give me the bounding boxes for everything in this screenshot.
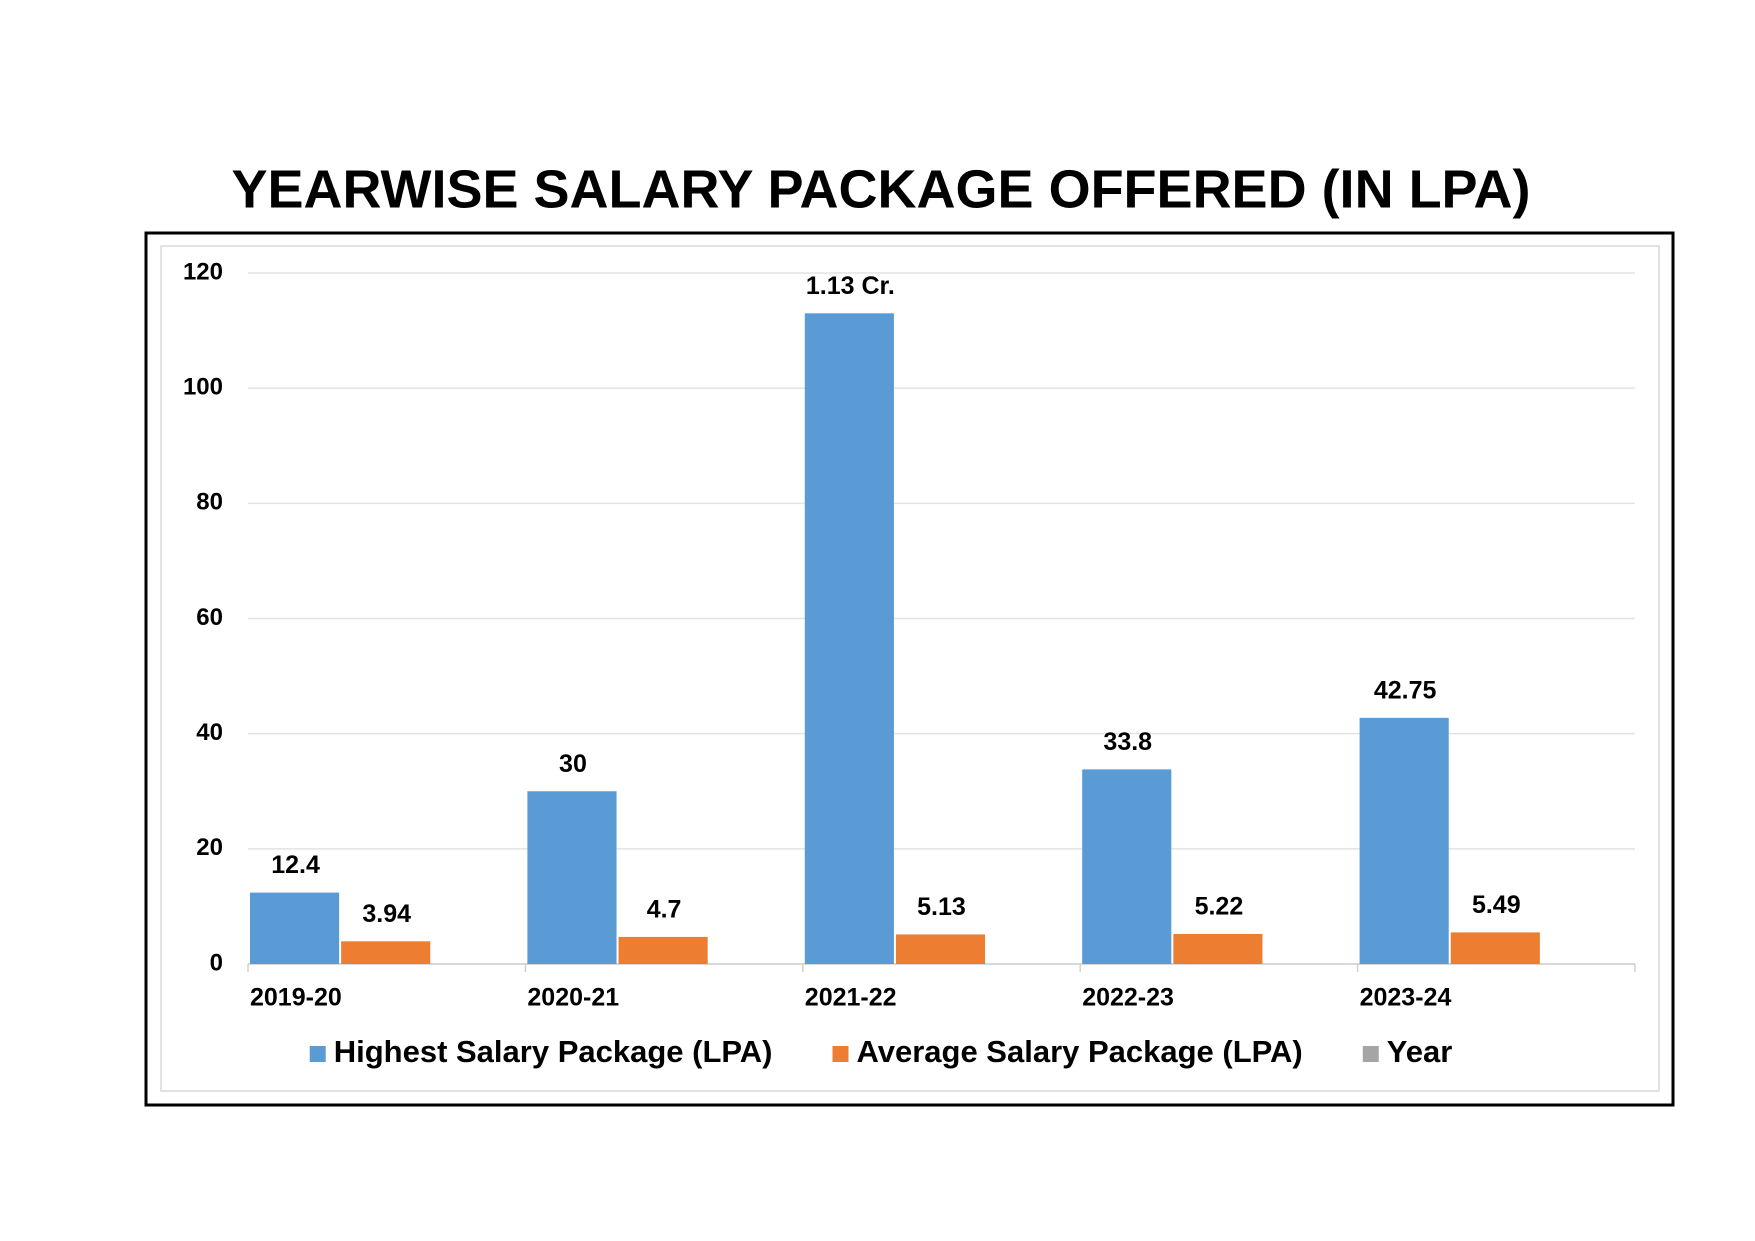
bar [527, 791, 617, 964]
legend-marker [309, 1046, 326, 1062]
bar [1450, 932, 1540, 964]
bar [1359, 717, 1449, 964]
bar [804, 313, 894, 964]
data-label: 5.49 [1472, 891, 1521, 919]
data-label: 30 [559, 750, 587, 778]
x-tick-label: 2023-24 [1360, 984, 1452, 1012]
data-label: 5.13 [917, 893, 966, 921]
y-tick-label: 40 [196, 719, 223, 746]
data-label: 1.13 Cr. [806, 272, 895, 300]
bar [1082, 769, 1172, 964]
x-tick-label: 2021-22 [805, 984, 897, 1012]
data-label: 33.8 [1103, 728, 1152, 756]
legend-marker [832, 1046, 849, 1062]
data-label: 4.7 [647, 896, 682, 924]
bar [1173, 933, 1263, 964]
x-tick-label: 2022-23 [1082, 984, 1174, 1012]
legend-label: Average Salary Package (LPA) [856, 1034, 1302, 1069]
bar [250, 892, 340, 964]
data-label: 3.94 [362, 900, 411, 928]
y-tick-label: 60 [196, 604, 223, 631]
x-tick-label: 2020-21 [527, 984, 619, 1012]
x-tick-label: 2019-20 [250, 984, 342, 1012]
chart-title: YEARWISE SALARY PACKAGE OFFERED (IN LPA) [231, 159, 1530, 219]
chart-area [160, 245, 1660, 1092]
y-tick-label: 20 [196, 834, 223, 861]
data-label: 42.75 [1374, 676, 1437, 704]
y-tick-label: 100 [183, 374, 223, 401]
data-label: 12.4 [271, 851, 320, 879]
bar [618, 936, 708, 964]
y-tick-label: 0 [210, 949, 223, 976]
data-label: 5.22 [1195, 893, 1244, 921]
bar [895, 934, 986, 964]
legend-marker [1362, 1046, 1379, 1062]
legend-label: Year [1387, 1034, 1453, 1069]
outer-frame [144, 231, 1675, 1107]
y-tick-label: 80 [196, 489, 223, 516]
bar [341, 941, 431, 964]
legend-label: Highest Salary Package (LPA) [334, 1034, 773, 1069]
y-tick-label: 120 [183, 258, 223, 285]
